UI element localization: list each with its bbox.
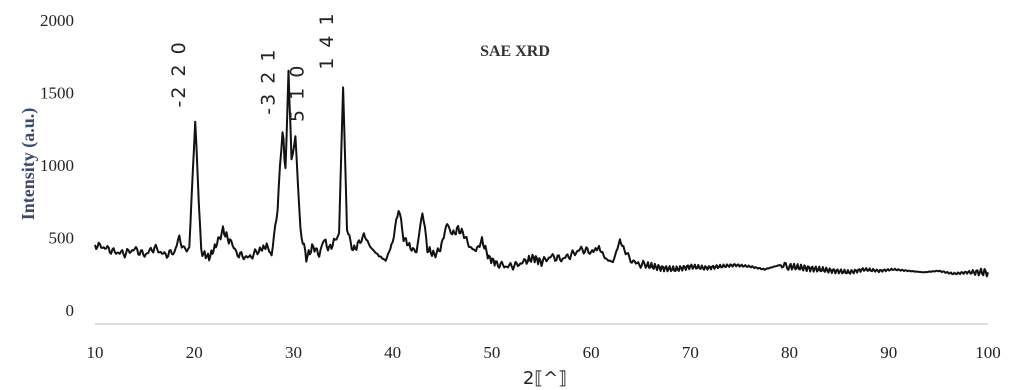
x-tick-label: 30 [285, 343, 302, 362]
chart-title: SAE XRD [480, 43, 550, 60]
x-tick-label: 10 [87, 343, 104, 362]
x-tick-label: 100 [975, 343, 1001, 362]
y-axis-label: Intensity (a.u.) [18, 108, 39, 221]
peak-label: 1 4 1 [316, 11, 338, 69]
x-tick-label: 20 [186, 343, 203, 362]
y-tick-label: 500 [49, 229, 75, 248]
peak-annotations: -2 2 0 -3 2 1 5 1 0 1 4 1 [168, 11, 338, 122]
y-axis-ticks: 0 500 1000 1500 2000 [40, 11, 74, 320]
peak-label: -2 2 0 [168, 40, 190, 107]
peak-label: 5 1 0 [286, 64, 308, 122]
y-tick-label: 0 [66, 301, 75, 320]
peak-label: -3 2 1 [258, 48, 280, 115]
x-axis-label: 2⟦^⟧ [523, 368, 567, 389]
y-tick-label: 2000 [40, 11, 74, 30]
y-tick-label: 1000 [40, 156, 74, 175]
x-tick-label: 70 [682, 343, 699, 362]
x-tick-label: 90 [880, 343, 897, 362]
x-tick-label: 50 [483, 343, 500, 362]
x-axis-ticks: 10 20 30 40 50 60 70 80 90 100 [87, 343, 1001, 362]
x-tick-label: 80 [781, 343, 798, 362]
xrd-pattern-line [94, 69, 989, 278]
y-tick-label: 1500 [40, 84, 74, 103]
x-tick-label: 40 [384, 343, 401, 362]
x-tick-label: 60 [583, 343, 600, 362]
